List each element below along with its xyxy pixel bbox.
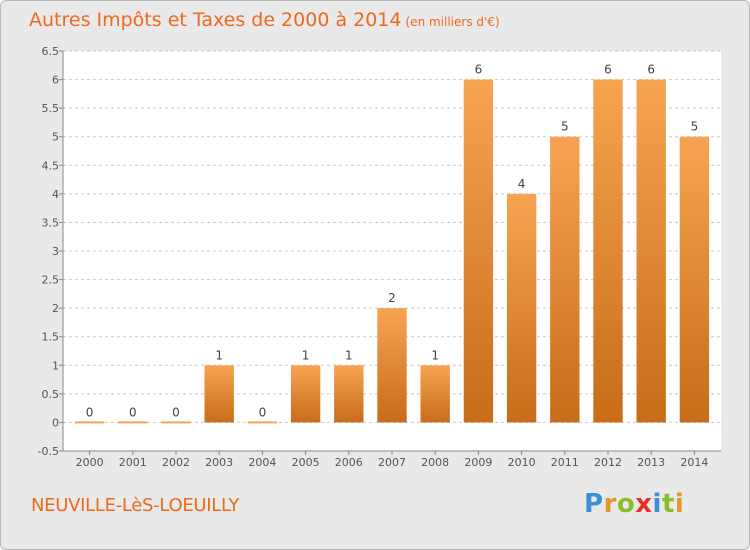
x-tick-label: 2005 xyxy=(292,456,320,469)
data-label: 1 xyxy=(345,348,353,362)
bar xyxy=(593,79,623,423)
data-label: 0 xyxy=(129,405,137,419)
bar xyxy=(377,308,407,423)
x-tick-label: 2007 xyxy=(378,456,406,469)
x-tick-label: 2012 xyxy=(594,456,622,469)
y-tick-label: 4.5 xyxy=(42,159,60,172)
bar xyxy=(334,365,364,423)
y-tick-label: 6 xyxy=(52,74,59,87)
y-tick-label: 6.5 xyxy=(42,45,60,58)
bar xyxy=(247,421,278,424)
data-label: 5 xyxy=(561,120,569,134)
chart-subtitle: (en milliers d'€) xyxy=(405,15,500,29)
data-label: 5 xyxy=(691,120,699,134)
data-label: 6 xyxy=(475,63,483,77)
logo-letter: i xyxy=(652,489,662,519)
logo-letter: x xyxy=(635,489,653,519)
logo-letter: o xyxy=(616,489,636,519)
data-label: 0 xyxy=(172,405,180,419)
data-label: 1 xyxy=(302,348,310,362)
y-tick-label: 3 xyxy=(52,245,59,258)
logo-letter: r xyxy=(603,489,617,519)
bar xyxy=(74,421,105,424)
x-tick-label: 2009 xyxy=(464,456,492,469)
y-tick-label: 2.5 xyxy=(42,274,60,287)
x-tick-label: 2006 xyxy=(335,456,363,469)
y-tick-label: 4 xyxy=(52,188,59,201)
y-tick-label: 3.5 xyxy=(42,216,60,229)
chart-title: Autres Impôts et Taxes de 2000 à 2014 (en… xyxy=(29,9,500,31)
x-tick-label: 2000 xyxy=(76,456,104,469)
y-tick-label: 5.5 xyxy=(42,102,60,115)
data-label: 6 xyxy=(647,63,655,77)
y-tick-label: 5 xyxy=(52,131,59,144)
bar xyxy=(204,365,234,423)
bar xyxy=(118,421,148,424)
x-tick-label: 2014 xyxy=(680,456,708,469)
bar xyxy=(161,421,191,424)
data-label: 4 xyxy=(518,177,526,191)
logo-letter: i xyxy=(674,489,685,519)
data-label: 1 xyxy=(215,348,223,362)
x-tick-label: 2008 xyxy=(421,456,449,469)
data-label: 2 xyxy=(388,291,396,305)
bar xyxy=(463,79,494,423)
y-tick-label: 2 xyxy=(52,302,59,315)
y-tick-label: 1 xyxy=(52,359,59,372)
proxiti-logo: Proxiti xyxy=(584,489,684,519)
bar xyxy=(290,365,321,423)
y-tick-label: 1.5 xyxy=(42,331,60,344)
y-tick-label: 0 xyxy=(52,416,59,429)
x-tick-label: 2002 xyxy=(162,456,190,469)
x-tick-label: 2004 xyxy=(248,456,276,469)
data-label: 1 xyxy=(431,348,439,362)
y-tick-label: -0.5 xyxy=(38,445,59,458)
y-tick-label: 0.5 xyxy=(42,388,60,401)
bar xyxy=(420,365,450,423)
data-label: 0 xyxy=(259,405,267,419)
logo-letter: P xyxy=(584,489,604,519)
data-label: 6 xyxy=(604,63,612,77)
bar xyxy=(636,79,666,423)
bar xyxy=(550,136,580,423)
x-tick-label: 2011 xyxy=(551,456,579,469)
bar xyxy=(506,193,537,423)
logo-letter: t xyxy=(661,489,675,519)
x-tick-label: 2001 xyxy=(119,456,147,469)
x-tick-label: 2010 xyxy=(508,456,536,469)
x-tick-label: 2003 xyxy=(205,456,233,469)
bar xyxy=(679,136,710,423)
chart-title-text: Autres Impôts et Taxes de 2000 à 2014 xyxy=(29,9,402,31)
x-tick-label: 2013 xyxy=(637,456,665,469)
data-label: 0 xyxy=(86,405,94,419)
commune-name: NEUVILLE-LèS-LOEUILLY xyxy=(31,495,240,516)
